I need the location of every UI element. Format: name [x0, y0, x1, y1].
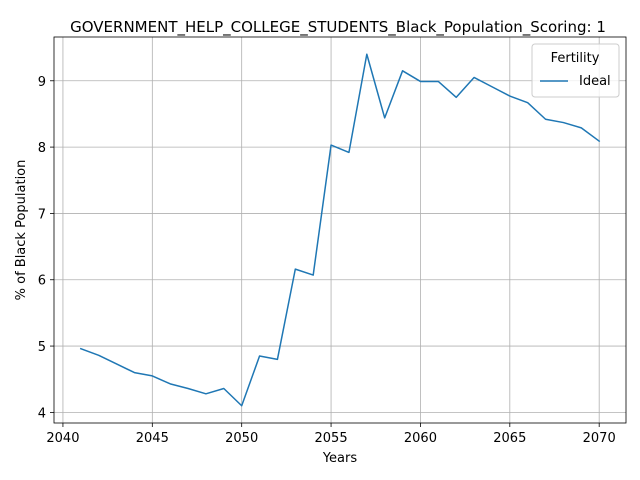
x-tick-label: 2060 — [404, 431, 437, 446]
y-tick-label: 4 — [38, 406, 46, 421]
chart-title: GOVERNMENT_HELP_COLLEGE_STUDENTS_Black_P… — [70, 18, 606, 37]
x-tick-label: 2055 — [315, 431, 348, 446]
x-axis-label: Years — [322, 451, 358, 466]
y-tick-label: 6 — [38, 274, 46, 289]
x-tick-label: 2050 — [225, 431, 258, 446]
x-tick-label: 2070 — [583, 431, 616, 446]
y-axis: 4 5 6 7 8 9 — [38, 75, 54, 421]
legend-label: Ideal — [579, 74, 611, 89]
legend-title: Fertility — [551, 51, 600, 66]
x-tick-label: 2045 — [136, 431, 169, 446]
y-tick-label: 7 — [38, 207, 46, 222]
series-line — [79, 53, 601, 407]
y-tick-label: 5 — [38, 340, 46, 355]
plot-area-frame — [53, 36, 627, 424]
grid — [54, 37, 626, 423]
legend-box — [531, 43, 620, 98]
x-tick-label: 2065 — [493, 431, 526, 446]
y-axis-label: % of Black Population — [14, 160, 29, 301]
x-tick-label: 2040 — [46, 431, 79, 446]
series-layer — [79, 53, 601, 407]
legend: Fertility Ideal — [531, 43, 620, 98]
x-axis: 2040 2045 2050 2055 2060 2065 2070 — [46, 423, 616, 446]
y-tick-label: 9 — [38, 75, 46, 90]
y-tick-label: 8 — [38, 141, 46, 156]
